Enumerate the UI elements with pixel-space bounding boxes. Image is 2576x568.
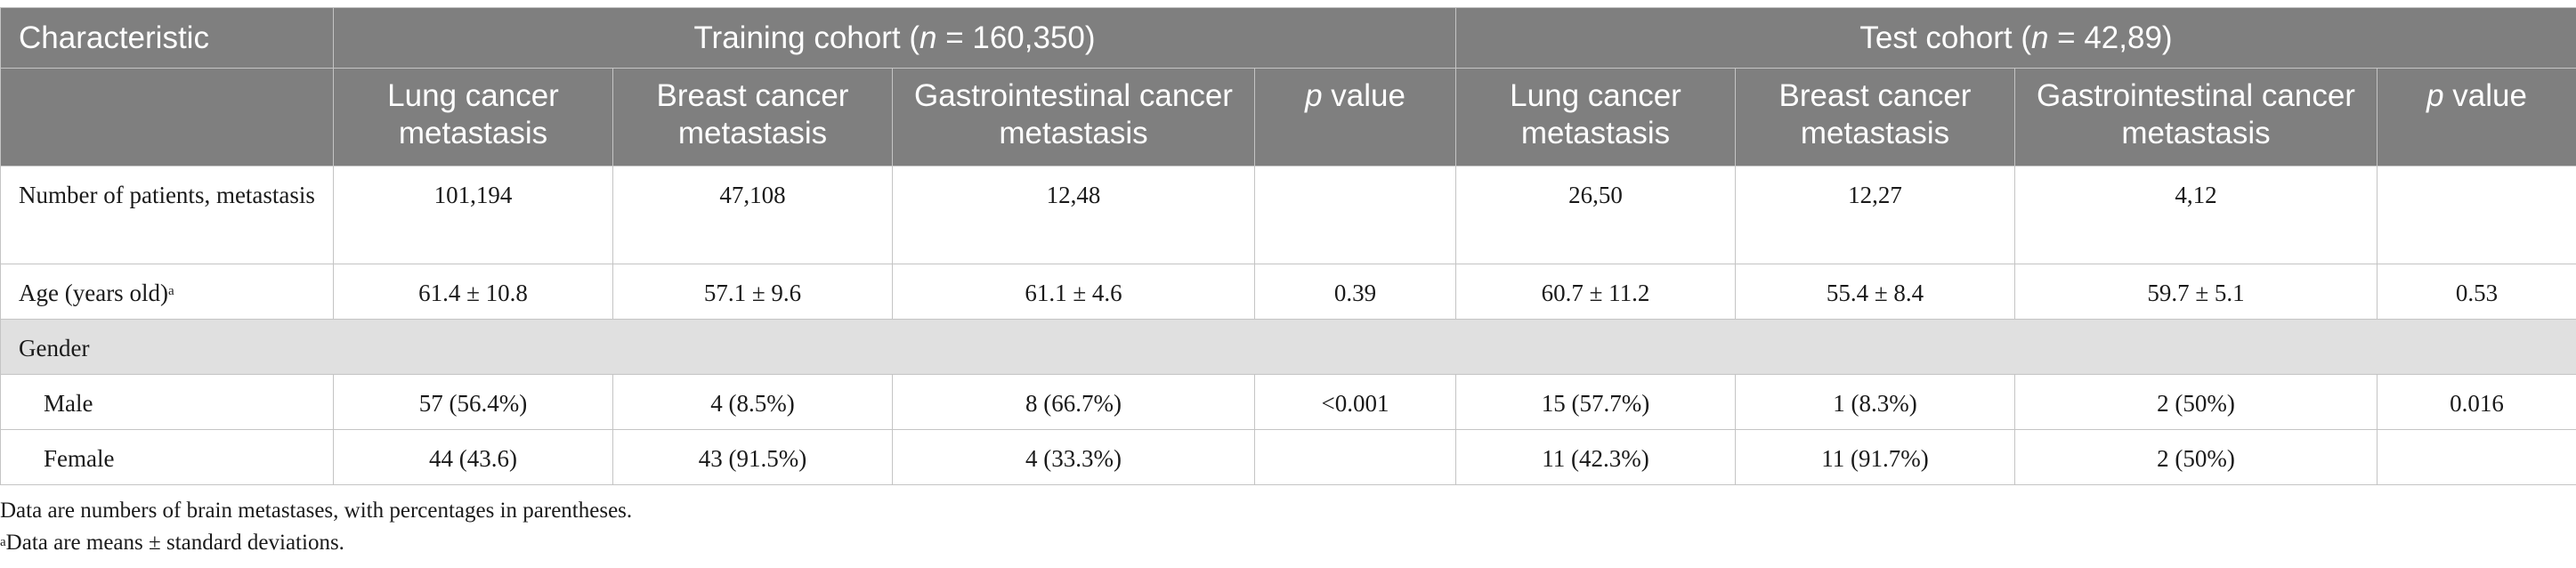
table-cell: 11 (91.7%) — [1735, 429, 2015, 485]
footnote-line-2-text: Data are means ± standard deviations. — [5, 531, 344, 555]
training-cohort-prefix: Training cohort ( — [693, 20, 919, 55]
header-row-cohorts: Characteristic Training cohort (n = 160,… — [0, 7, 2576, 69]
table-cell: 60.7 ± 11.2 — [1455, 264, 1736, 320]
header-train-p-value: p value — [1254, 68, 1456, 166]
table-cell: 0.53 — [2377, 264, 2576, 320]
table-cell: 61.4 ± 10.8 — [333, 264, 613, 320]
table-cell: 59.7 ± 5.1 — [2014, 264, 2378, 320]
header-test-gi: Gastrointestinal cancer metastasis — [2014, 68, 2378, 166]
table-cell: 2 (50%) — [2014, 429, 2378, 485]
table-cell: 47,108 — [612, 166, 893, 264]
footnote-line-2: aData are means ± standard deviations. — [0, 527, 632, 559]
test-cohort-suffix: = 42,89) — [2048, 20, 2173, 55]
header-test-p-value: p value — [2377, 68, 2576, 166]
test-p-italic: p — [2426, 78, 2444, 113]
table-cell: 2 (50%) — [2014, 374, 2378, 430]
footnote-line-1: Data are numbers of brain metastases, wi… — [0, 499, 633, 523]
row-label: Number of patients, metastasis — [0, 166, 334, 264]
header-test-cohort: Test cohort (n = 42,89) — [1455, 7, 2576, 69]
table-cell: 4 (33.3%) — [892, 429, 1255, 485]
table-cell: 8 (66.7%) — [892, 374, 1255, 430]
table-cell — [2377, 429, 2576, 485]
table-cell: 1 (8.3%) — [1735, 374, 2015, 430]
table-cell: 0.39 — [1254, 264, 1456, 320]
table-row: Female 44 (43.6) 43 (91.5%) 4 (33.3%) 11… — [0, 429, 2576, 485]
table-cell — [1254, 429, 1456, 485]
train-p-italic: p — [1305, 78, 1323, 113]
table-cell: <0.001 — [1254, 374, 1456, 430]
table-cell: 12,48 — [892, 166, 1255, 264]
row-label: Male — [0, 374, 334, 430]
table-cell: 43 (91.5%) — [612, 429, 893, 485]
table-cell — [2377, 166, 2576, 264]
table-cell: 57.1 ± 9.6 — [612, 264, 893, 320]
row-label: Age (years old)a — [0, 264, 334, 320]
table-cell: 12,27 — [1735, 166, 2015, 264]
header-train-lung: Lung cancer metastasis — [333, 68, 613, 166]
header-train-gi: Gastrointestinal cancer metastasis — [892, 68, 1255, 166]
table-cell: 4 (8.5%) — [612, 374, 893, 430]
table-header: Characteristic Training cohort (n = 160,… — [0, 7, 2576, 166]
table-cell: 11 (42.3%) — [1455, 429, 1736, 485]
training-cohort-suffix: = 160,350) — [936, 20, 1096, 55]
test-p-rest: value — [2443, 78, 2527, 113]
table-cell: 44 (43.6) — [333, 429, 613, 485]
section-row-gender: Gender — [0, 319, 2576, 375]
section-label: Gender — [0, 319, 2576, 375]
table-cell: 57 (56.4%) — [333, 374, 613, 430]
characteristics-table: Characteristic Training cohort (n = 160,… — [0, 7, 2576, 485]
table-cell: 101,194 — [333, 166, 613, 264]
header-test-lung: Lung cancer metastasis — [1455, 68, 1736, 166]
table-footnotes: Data are numbers of brain metastases, wi… — [0, 495, 632, 559]
table-row: Male 57 (56.4%) 4 (8.5%) 8 (66.7%) <0.00… — [0, 374, 2576, 430]
table-cell: 61.1 ± 4.6 — [892, 264, 1255, 320]
header-train-breast: Breast cancer metastasis — [612, 68, 893, 166]
train-p-rest: value — [1322, 78, 1405, 113]
table-body: Number of patients, metastasis 101,194 4… — [0, 166, 2576, 485]
table-cell: 26,50 — [1455, 166, 1736, 264]
row-label: Female — [0, 429, 334, 485]
header-test-breast: Breast cancer metastasis — [1735, 68, 2015, 166]
table-cell: 55.4 ± 8.4 — [1735, 264, 2015, 320]
table-cell: 15 (57.7%) — [1455, 374, 1736, 430]
header-characteristic: Characteristic — [0, 7, 334, 69]
test-cohort-prefix: Test cohort ( — [1859, 20, 2031, 55]
footnote-marker: a — [167, 284, 174, 298]
table-row: Number of patients, metastasis 101,194 4… — [0, 166, 2576, 264]
test-cohort-n: n — [2030, 20, 2049, 55]
training-cohort-n: n — [919, 20, 937, 55]
footnote-marker: a — [0, 535, 6, 549]
header-training-cohort: Training cohort (n = 160,350) — [333, 7, 1456, 69]
header-empty-cell — [0, 68, 334, 166]
header-row-columns: Lung cancer metastasis Breast cancer met… — [0, 68, 2576, 166]
table-cell — [1254, 166, 1456, 264]
table-cell: 4,12 — [2014, 166, 2378, 264]
table-row: Age (years old)a 61.4 ± 10.8 57.1 ± 9.6 … — [0, 264, 2576, 320]
table-cell: 0.016 — [2377, 374, 2576, 430]
row-label-text: Age (years old) — [19, 280, 168, 306]
